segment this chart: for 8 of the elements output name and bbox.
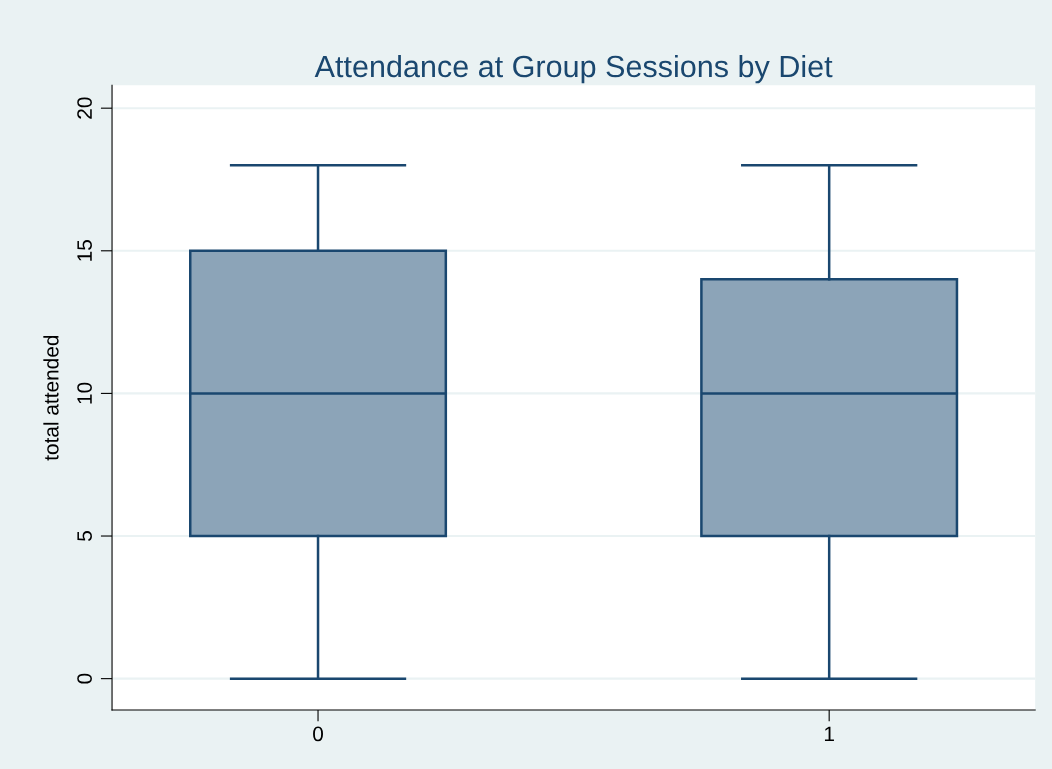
chart-title: Attendance at Group Sessions by Diet bbox=[314, 54, 833, 84]
y-tick-label: 5 bbox=[77, 531, 92, 541]
y-tick-label: 20 bbox=[77, 97, 92, 119]
y-tick-label: 0 bbox=[77, 673, 92, 684]
y-axis-title: total attended bbox=[43, 335, 59, 461]
x-tick-label: 1 bbox=[824, 726, 834, 742]
y-tick-label: 10 bbox=[77, 382, 92, 404]
y-tick-label: 15 bbox=[77, 240, 92, 261]
